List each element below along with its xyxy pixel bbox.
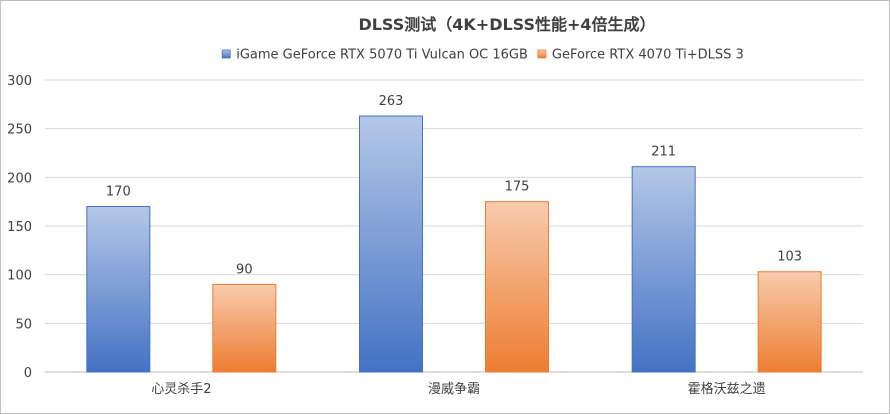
- chart-title: DLSS测试（4K+DLSS性能+4倍生成）: [358, 15, 655, 34]
- data-label: 211: [651, 145, 676, 160]
- bar-series-1-cat-2: [359, 115, 423, 373]
- data-label: 103: [777, 250, 802, 265]
- y-tick-label: 100: [7, 269, 32, 284]
- bars: [86, 115, 822, 373]
- data-label: 263: [379, 94, 404, 109]
- y-tick-label: 300: [7, 74, 32, 89]
- bar-series-2-cat-3: [757, 271, 822, 373]
- x-tick-label: 心灵杀手2: [151, 382, 211, 397]
- legend: iGame GeForce RTX 5070 Ti Vulcan OC 16GB…: [221, 48, 744, 63]
- legend-swatch: [221, 49, 231, 59]
- legend-swatch: [537, 49, 547, 59]
- legend-item-1: iGame GeForce RTX 5070 Ti Vulcan OC 16GB: [221, 48, 528, 63]
- y-tick-label: 200: [7, 171, 32, 186]
- bar-series-2-cat-1: [212, 283, 277, 373]
- y-tick-label: 150: [7, 220, 32, 235]
- legend-label: GeForce RTX 4070 Ti+DLSS 3: [552, 48, 744, 63]
- bar-series-1-cat-1: [86, 206, 151, 373]
- y-tick-label: 250: [7, 123, 32, 138]
- data-label: 90: [236, 262, 253, 277]
- y-axis-tick-labels: 0 50 100 150 200 250 300: [7, 74, 32, 381]
- x-tick-label: 霍格沃兹之遗: [688, 381, 766, 397]
- y-tick-label: 0: [24, 366, 32, 381]
- data-label: 170: [106, 185, 131, 200]
- bar-series-1-cat-3: [631, 166, 696, 373]
- x-axis-tick-labels: 心灵杀手2 漫威争霸 霍格沃兹之遗: [151, 381, 765, 397]
- x-tick-label: 漫威争霸: [428, 382, 480, 397]
- data-label: 175: [505, 180, 530, 195]
- legend-item-2: GeForce RTX 4070 Ti+DLSS 3: [537, 48, 744, 63]
- y-tick-label: 50: [15, 317, 32, 332]
- bar-series-2-cat-2: [485, 201, 549, 373]
- gridlines: [45, 79, 863, 373]
- legend-label: iGame GeForce RTX 5070 Ti Vulcan OC 16GB: [236, 48, 528, 63]
- data-labels: 170 90 263 175 211 103: [106, 94, 802, 277]
